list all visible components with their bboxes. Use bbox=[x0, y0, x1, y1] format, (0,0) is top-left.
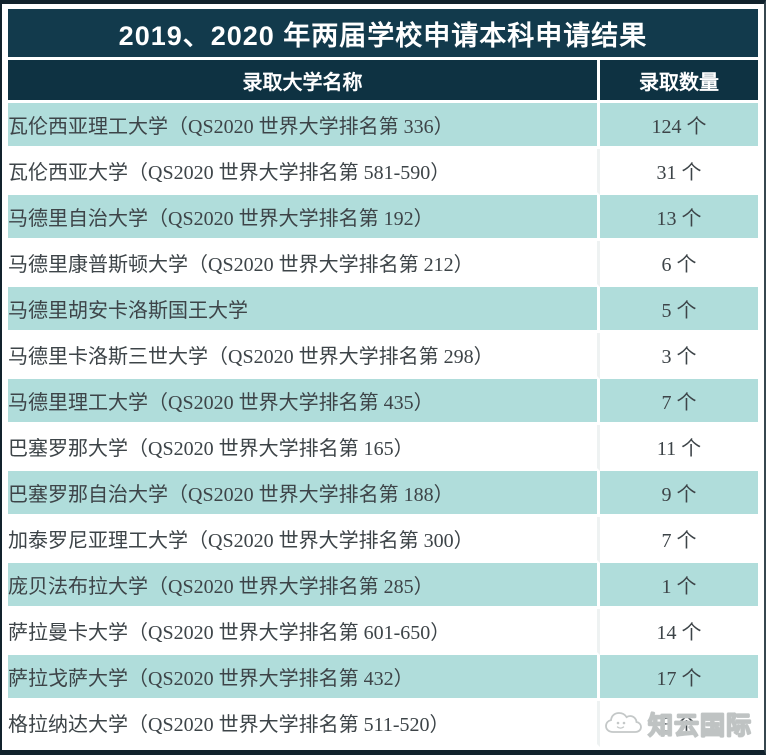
table-row: 格拉纳达大学（QS2020 世界大学排名第 511-520） 8 个 bbox=[8, 701, 758, 747]
table-row: 巴塞罗那自治大学（QS2020 世界大学排名第 188） 9 个 bbox=[8, 471, 758, 517]
university-cell: 巴塞罗那大学（QS2020 世界大学排名第 165） bbox=[8, 425, 600, 471]
column-header-university: 录取大学名称 bbox=[8, 60, 600, 103]
university-cell: 萨拉戈萨大学（QS2020 世界大学排名第 432） bbox=[8, 655, 600, 701]
table-row: 萨拉戈萨大学（QS2020 世界大学排名第 432） 17 个 bbox=[8, 655, 758, 701]
count-cell: 7 个 bbox=[600, 517, 758, 563]
admissions-table: 录取大学名称 录取数量 瓦伦西亚理工大学（QS2020 世界大学排名第 336）… bbox=[8, 60, 758, 747]
count-cell: 5 个 bbox=[600, 287, 758, 333]
university-cell: 马德里康普斯顿大学（QS2020 世界大学排名第 212） bbox=[8, 241, 600, 287]
university-cell: 格拉纳达大学（QS2020 世界大学排名第 511-520） bbox=[8, 701, 600, 747]
table-row: 瓦伦西亚理工大学（QS2020 世界大学排名第 336） 124 个 bbox=[8, 103, 758, 149]
count-cell: 9 个 bbox=[600, 471, 758, 517]
count-cell: 124 个 bbox=[600, 103, 758, 149]
page-title: 2019、2020 年两届学校申请本科申请结果 bbox=[8, 9, 758, 57]
university-cell: 瓦伦西亚大学（QS2020 世界大学排名第 581-590） bbox=[8, 149, 600, 195]
count-cell: 8 个 bbox=[600, 701, 758, 747]
university-cell: 马德里胡安卡洛斯国王大学 bbox=[8, 287, 600, 333]
count-cell: 11 个 bbox=[600, 425, 758, 471]
table-row: 萨拉曼卡大学（QS2020 世界大学排名第 601-650） 14 个 bbox=[8, 609, 758, 655]
table-row: 马德里理工大学（QS2020 世界大学排名第 435） 7 个 bbox=[8, 379, 758, 425]
count-cell: 6 个 bbox=[600, 241, 758, 287]
count-cell: 7 个 bbox=[600, 379, 758, 425]
table-row: 马德里卡洛斯三世大学（QS2020 世界大学排名第 298） 3 个 bbox=[8, 333, 758, 379]
table-row: 瓦伦西亚大学（QS2020 世界大学排名第 581-590） 31 个 bbox=[8, 149, 758, 195]
table-row: 巴塞罗那大学（QS2020 世界大学排名第 165） 11 个 bbox=[8, 425, 758, 471]
column-header-count: 录取数量 bbox=[600, 60, 758, 103]
count-cell: 13 个 bbox=[600, 195, 758, 241]
university-cell: 巴塞罗那自治大学（QS2020 世界大学排名第 188） bbox=[8, 471, 600, 517]
table-row: 马德里胡安卡洛斯国王大学 5 个 bbox=[8, 287, 758, 333]
header-row: 录取大学名称 录取数量 bbox=[8, 60, 758, 103]
count-cell: 17 个 bbox=[600, 655, 758, 701]
university-cell: 马德里卡洛斯三世大学（QS2020 世界大学排名第 298） bbox=[8, 333, 600, 379]
table-row: 加泰罗尼亚理工大学（QS2020 世界大学排名第 300） 7 个 bbox=[8, 517, 758, 563]
university-cell: 马德里理工大学（QS2020 世界大学排名第 435） bbox=[8, 379, 600, 425]
university-cell: 萨拉曼卡大学（QS2020 世界大学排名第 601-650） bbox=[8, 609, 600, 655]
university-cell: 马德里自治大学（QS2020 世界大学排名第 192） bbox=[8, 195, 600, 241]
count-cell: 14 个 bbox=[600, 609, 758, 655]
university-cell: 庞贝法布拉大学（QS2020 世界大学排名第 285） bbox=[8, 563, 600, 609]
count-cell: 31 个 bbox=[600, 149, 758, 195]
count-cell: 1 个 bbox=[600, 563, 758, 609]
table-row: 马德里自治大学（QS2020 世界大学排名第 192） 13 个 bbox=[8, 195, 758, 241]
university-cell: 加泰罗尼亚理工大学（QS2020 世界大学排名第 300） bbox=[8, 517, 600, 563]
table-row: 庞贝法布拉大学（QS2020 世界大学排名第 285） 1 个 bbox=[8, 563, 758, 609]
university-cell: 瓦伦西亚理工大学（QS2020 世界大学排名第 336） bbox=[8, 103, 600, 149]
table-row: 马德里康普斯顿大学（QS2020 世界大学排名第 212） 6 个 bbox=[8, 241, 758, 287]
count-cell: 3 个 bbox=[600, 333, 758, 379]
